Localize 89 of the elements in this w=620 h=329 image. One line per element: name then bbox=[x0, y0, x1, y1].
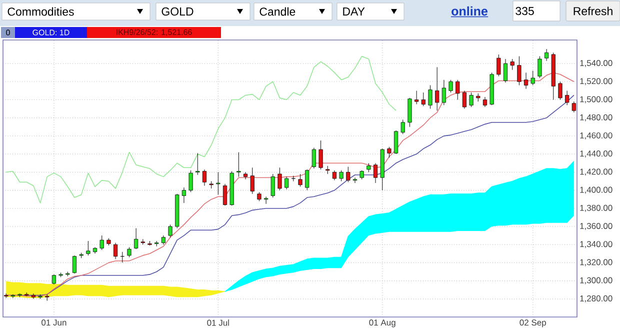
text: DAY bbox=[343, 8, 365, 16]
candlestick bbox=[216, 172, 220, 196]
candlestick bbox=[462, 90, 467, 110]
candlestick bbox=[264, 196, 268, 204]
y-tick-label: 1,320.00 bbox=[580, 259, 612, 266]
candlestick bbox=[52, 274, 56, 285]
candlestick bbox=[305, 169, 310, 191]
candlestick bbox=[394, 130, 398, 154]
candlestick bbox=[530, 70, 535, 86]
candlestick bbox=[456, 80, 460, 100]
text: Candle bbox=[260, 7, 296, 16]
candlestick bbox=[86, 240, 90, 256]
candlestick bbox=[346, 166, 350, 182]
text: online bbox=[452, 6, 488, 16]
candlestick bbox=[113, 242, 118, 260]
candlestick bbox=[360, 170, 364, 180]
candlestick bbox=[168, 224, 172, 238]
text: GOLD bbox=[162, 7, 194, 16]
candlestick bbox=[250, 167, 254, 194]
candlestick bbox=[538, 56, 542, 78]
x-tick-label: 01 Aug bbox=[369, 320, 396, 328]
candlestick bbox=[565, 90, 570, 106]
y-tick-label: 1,540.00 bbox=[580, 60, 612, 68]
y-tick-label: 1,380.00 bbox=[580, 204, 612, 212]
x-tick-label: 01 Jul bbox=[207, 320, 229, 326]
candlestick bbox=[127, 247, 132, 258]
candlestick bbox=[270, 174, 275, 198]
candlestick bbox=[428, 85, 432, 110]
candlestick bbox=[400, 119, 405, 134]
text: 335 bbox=[516, 6, 534, 16]
candlestick bbox=[332, 170, 337, 181]
candlestick bbox=[572, 101, 576, 113]
candlestick bbox=[100, 235, 104, 250]
candlestick bbox=[31, 293, 36, 300]
candlestick bbox=[482, 96, 488, 108]
candlestick bbox=[421, 92, 426, 106]
y-tick-label: 1,460.00 bbox=[580, 132, 612, 140]
candlestick bbox=[387, 146, 392, 158]
y-tick-label: 1,360.00 bbox=[580, 222, 612, 230]
candlestick bbox=[544, 48, 549, 62]
candlestick bbox=[182, 187, 186, 204]
y-tick-label: 1,340.00 bbox=[580, 241, 612, 248]
y-tick-label: 1,440.00 bbox=[580, 150, 612, 158]
candlestick bbox=[366, 162, 371, 172]
y-tick-label: 1,280.00 bbox=[580, 295, 612, 302]
y-tick-label: 1,420.00 bbox=[580, 168, 612, 176]
candlestick bbox=[496, 54, 501, 76]
candlestick bbox=[373, 162, 378, 184]
x-tick-label: 02 Sep bbox=[520, 320, 546, 328]
candlestick bbox=[134, 228, 138, 250]
candlestick bbox=[257, 192, 262, 202]
candlestick bbox=[503, 58, 508, 83]
candlestick bbox=[298, 174, 302, 187]
candlestick bbox=[435, 66, 440, 111]
candlestick bbox=[510, 58, 514, 70]
candlestick bbox=[312, 147, 316, 169]
candlestick bbox=[469, 92, 474, 108]
candlestick bbox=[442, 80, 446, 106]
text: Commodities bbox=[8, 7, 74, 16]
text: Refresh bbox=[574, 6, 612, 16]
candlestick bbox=[352, 177, 358, 184]
candlestick bbox=[284, 176, 289, 190]
candlestick bbox=[414, 90, 419, 105]
text: IKH9/26/52: 1,521.66 bbox=[116, 29, 192, 36]
y-tick-label: 1,400.00 bbox=[580, 186, 612, 194]
candlestick bbox=[202, 169, 207, 186]
candlestick bbox=[196, 152, 200, 176]
text: GOLD: 1D bbox=[32, 30, 70, 36]
candlestick bbox=[188, 170, 193, 192]
candlestick bbox=[408, 98, 412, 128]
candlestick bbox=[517, 56, 522, 86]
candlestick bbox=[236, 152, 241, 177]
y-tick-label: 1,480.00 bbox=[580, 114, 612, 122]
candlestick bbox=[558, 81, 562, 100]
candlestick bbox=[524, 72, 528, 90]
y-tick-label: 1,500.00 bbox=[580, 96, 612, 104]
candlestick bbox=[243, 172, 248, 180]
candlestick bbox=[278, 167, 282, 191]
candlestick bbox=[318, 140, 323, 170]
candlestick bbox=[222, 184, 228, 206]
candlestick bbox=[448, 80, 453, 93]
candlestick bbox=[161, 235, 166, 245]
candlestick bbox=[72, 255, 77, 274]
y-tick-label: 1,300.00 bbox=[580, 277, 612, 284]
x-tick-label: 01 Jun bbox=[42, 320, 66, 326]
text: 0 bbox=[6, 30, 10, 36]
candlestick bbox=[339, 170, 344, 182]
y-tick-label: 1,520.00 bbox=[580, 78, 612, 86]
line-series bbox=[6, 56, 396, 204]
